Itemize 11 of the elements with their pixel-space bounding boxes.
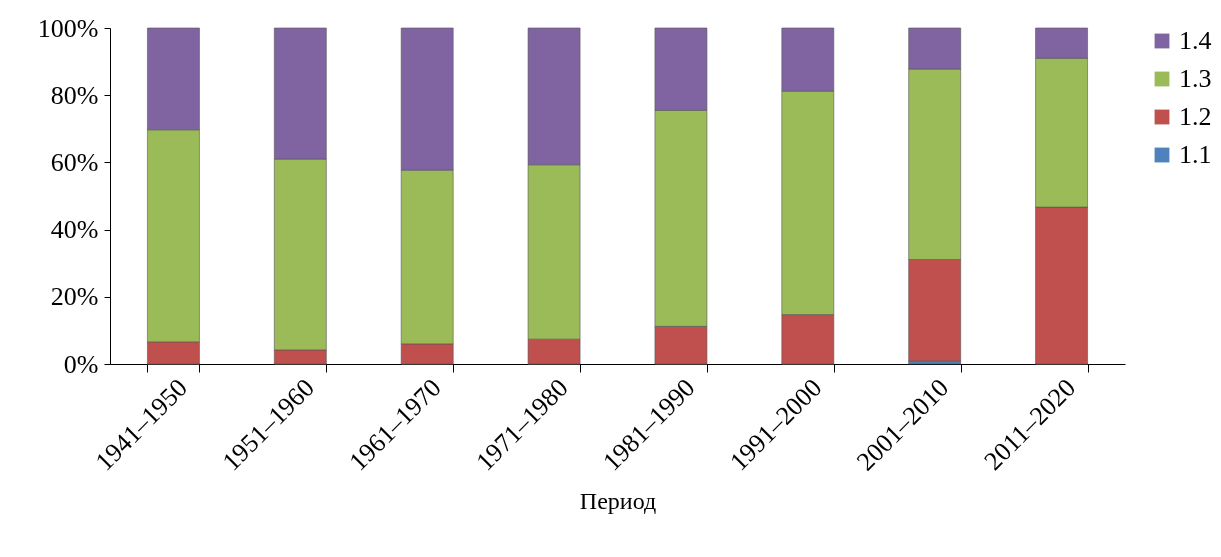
y-tick-label: 60% [50, 147, 99, 177]
legend-label: 1.2 [1179, 102, 1212, 131]
y-tick-label: 100% [37, 13, 99, 43]
legend-label: 1.4 [1179, 26, 1212, 55]
y-tick-label: 0% [63, 349, 99, 379]
x-axis-title: Период [579, 487, 657, 514]
y-tick-label: 20% [50, 282, 99, 312]
y-tick-label: 40% [50, 215, 99, 245]
legend-label: 1.1 [1179, 140, 1212, 169]
y-tick-label: 80% [50, 80, 99, 110]
legend-label: 1.3 [1179, 64, 1212, 93]
